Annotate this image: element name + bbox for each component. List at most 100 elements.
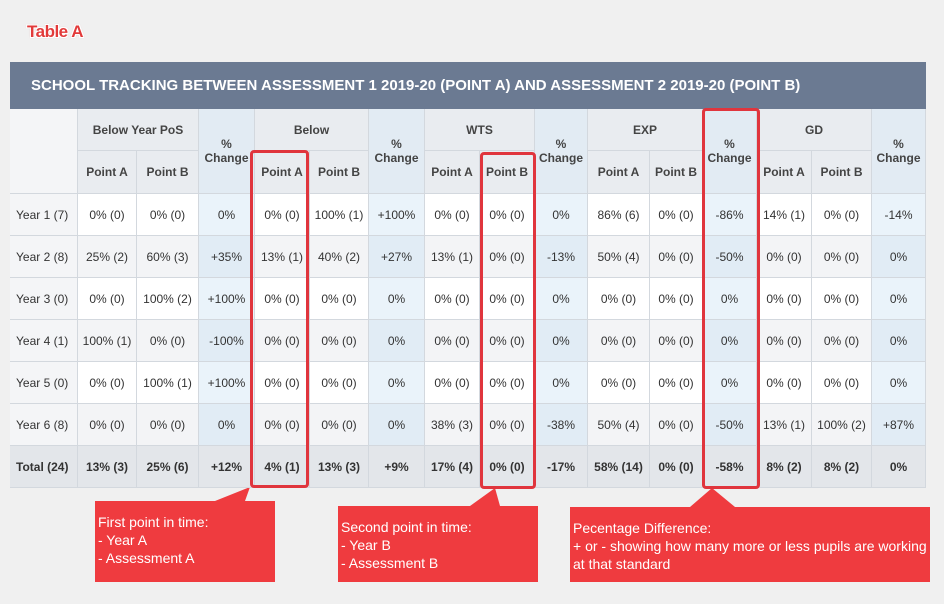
data-cell: 0% (0) [255,278,310,320]
data-cell: 0% (0) [310,404,369,446]
data-cell: 0% [369,404,425,446]
header-cell [10,109,78,194]
row-label: Total (24) [10,446,78,488]
data-cell: 0% (0) [137,320,199,362]
data-cell: 0% [872,362,926,404]
data-cell: 0% (0) [255,362,310,404]
point-header: Point A [78,151,137,194]
data-cell: 0% [872,236,926,278]
callout-text: - Year A [98,532,148,548]
data-cell: 0% (0) [480,236,535,278]
data-cell: 0% (0) [812,362,872,404]
data-cell: 8% (2) [757,446,812,488]
highlight-box [480,152,536,489]
data-cell: 0% (0) [480,278,535,320]
data-cell: 50% (4) [588,236,650,278]
data-cell: 4% (1) [255,446,310,488]
data-cell: 0% (0) [310,362,369,404]
callout: First point in time: - Year A - Assessment… [95,501,275,582]
data-cell: 0% [369,320,425,362]
data-cell: 100% (1) [78,320,137,362]
data-cell: 100% (1) [137,362,199,404]
data-cell: 0% [535,278,588,320]
data-cell: -17% [535,446,588,488]
data-cell: -50% [703,404,757,446]
data-cell: 38% (3) [425,404,480,446]
data-cell: 0% [369,362,425,404]
data-cell: 0% [535,362,588,404]
data-cell: 0% (0) [137,404,199,446]
data-cell: -86% [703,194,757,236]
point-header: Point A [757,151,812,194]
row-label: Year 2 (8) [10,236,78,278]
data-cell: 0% (0) [310,320,369,362]
group-header: GD [757,109,872,151]
callout-text: - Assessment B [341,555,439,571]
data-cell: 0% (0) [812,278,872,320]
callout-text: First point in time: [98,514,209,530]
callout: Pecentage Difference: + or - showing how … [570,507,930,582]
row-label: Year 5 (0) [10,362,78,404]
group-header: EXP [588,109,703,151]
change-header: % Change [199,109,255,194]
data-cell: -14% [872,194,926,236]
callout-text: - Year B [341,537,391,553]
row-label: Year 1 (7) [10,194,78,236]
data-cell: 0% (0) [757,278,812,320]
data-cell: -38% [535,404,588,446]
data-cell: 0% (0) [425,278,480,320]
data-cell: +100% [369,194,425,236]
data-cell: 0% [872,446,926,488]
data-cell: 60% (3) [137,236,199,278]
callout-text: + or - showing how many more or less pup… [573,538,927,572]
data-cell: 0% (0) [650,236,703,278]
data-cell: 0% (0) [78,278,137,320]
data-cell: 0% [703,320,757,362]
point-header: Point A [425,151,480,194]
data-cell: 0% [199,194,255,236]
data-cell: 0% (0) [650,362,703,404]
data-cell: 0% [872,320,926,362]
data-cell: 0% (0) [255,320,310,362]
data-cell: 0% (0) [757,320,812,362]
data-cell: 100% (1) [310,194,369,236]
point-header: Point A [588,151,650,194]
callout-text: Second point in time: [341,519,472,535]
data-cell: 0% (0) [588,362,650,404]
table-label: Table A [27,22,84,41]
data-cell: 0% (0) [425,362,480,404]
group-header: Below Year PoS [78,109,199,151]
data-cell: 0% (0) [650,320,703,362]
data-cell: +87% [872,404,926,446]
change-header: % Change [369,109,425,194]
data-cell: 13% (1) [425,236,480,278]
data-cell: 13% (3) [310,446,369,488]
point-header: Point A [255,151,310,194]
point-header: Point B [137,151,199,194]
data-cell: 25% (2) [78,236,137,278]
data-cell: -58% [703,446,757,488]
data-cell: 0% [535,194,588,236]
point-header: Point B [812,151,872,194]
data-cell: 14% (1) [757,194,812,236]
data-cell: 86% (6) [588,194,650,236]
data-cell: +12% [199,446,255,488]
data-cell: 0% (0) [137,194,199,236]
data-cell: 0% (0) [650,194,703,236]
data-cell: 0% (0) [812,236,872,278]
callout-text: Pecentage Difference: [573,520,712,536]
data-cell: 0% (0) [650,404,703,446]
data-cell: 0% (0) [480,362,535,404]
change-header: % Change [535,109,588,194]
row-label: Year 6 (8) [10,404,78,446]
data-cell: 58% (14) [588,446,650,488]
data-cell: 0% (0) [650,446,703,488]
data-cell: 0% (0) [757,236,812,278]
data-cell: 0% (0) [588,278,650,320]
point-header: Point B [650,151,703,194]
data-cell: 0% (0) [255,404,310,446]
data-cell: 0% (0) [480,404,535,446]
data-cell: 0% (0) [650,278,703,320]
data-cell: 8% (2) [812,446,872,488]
